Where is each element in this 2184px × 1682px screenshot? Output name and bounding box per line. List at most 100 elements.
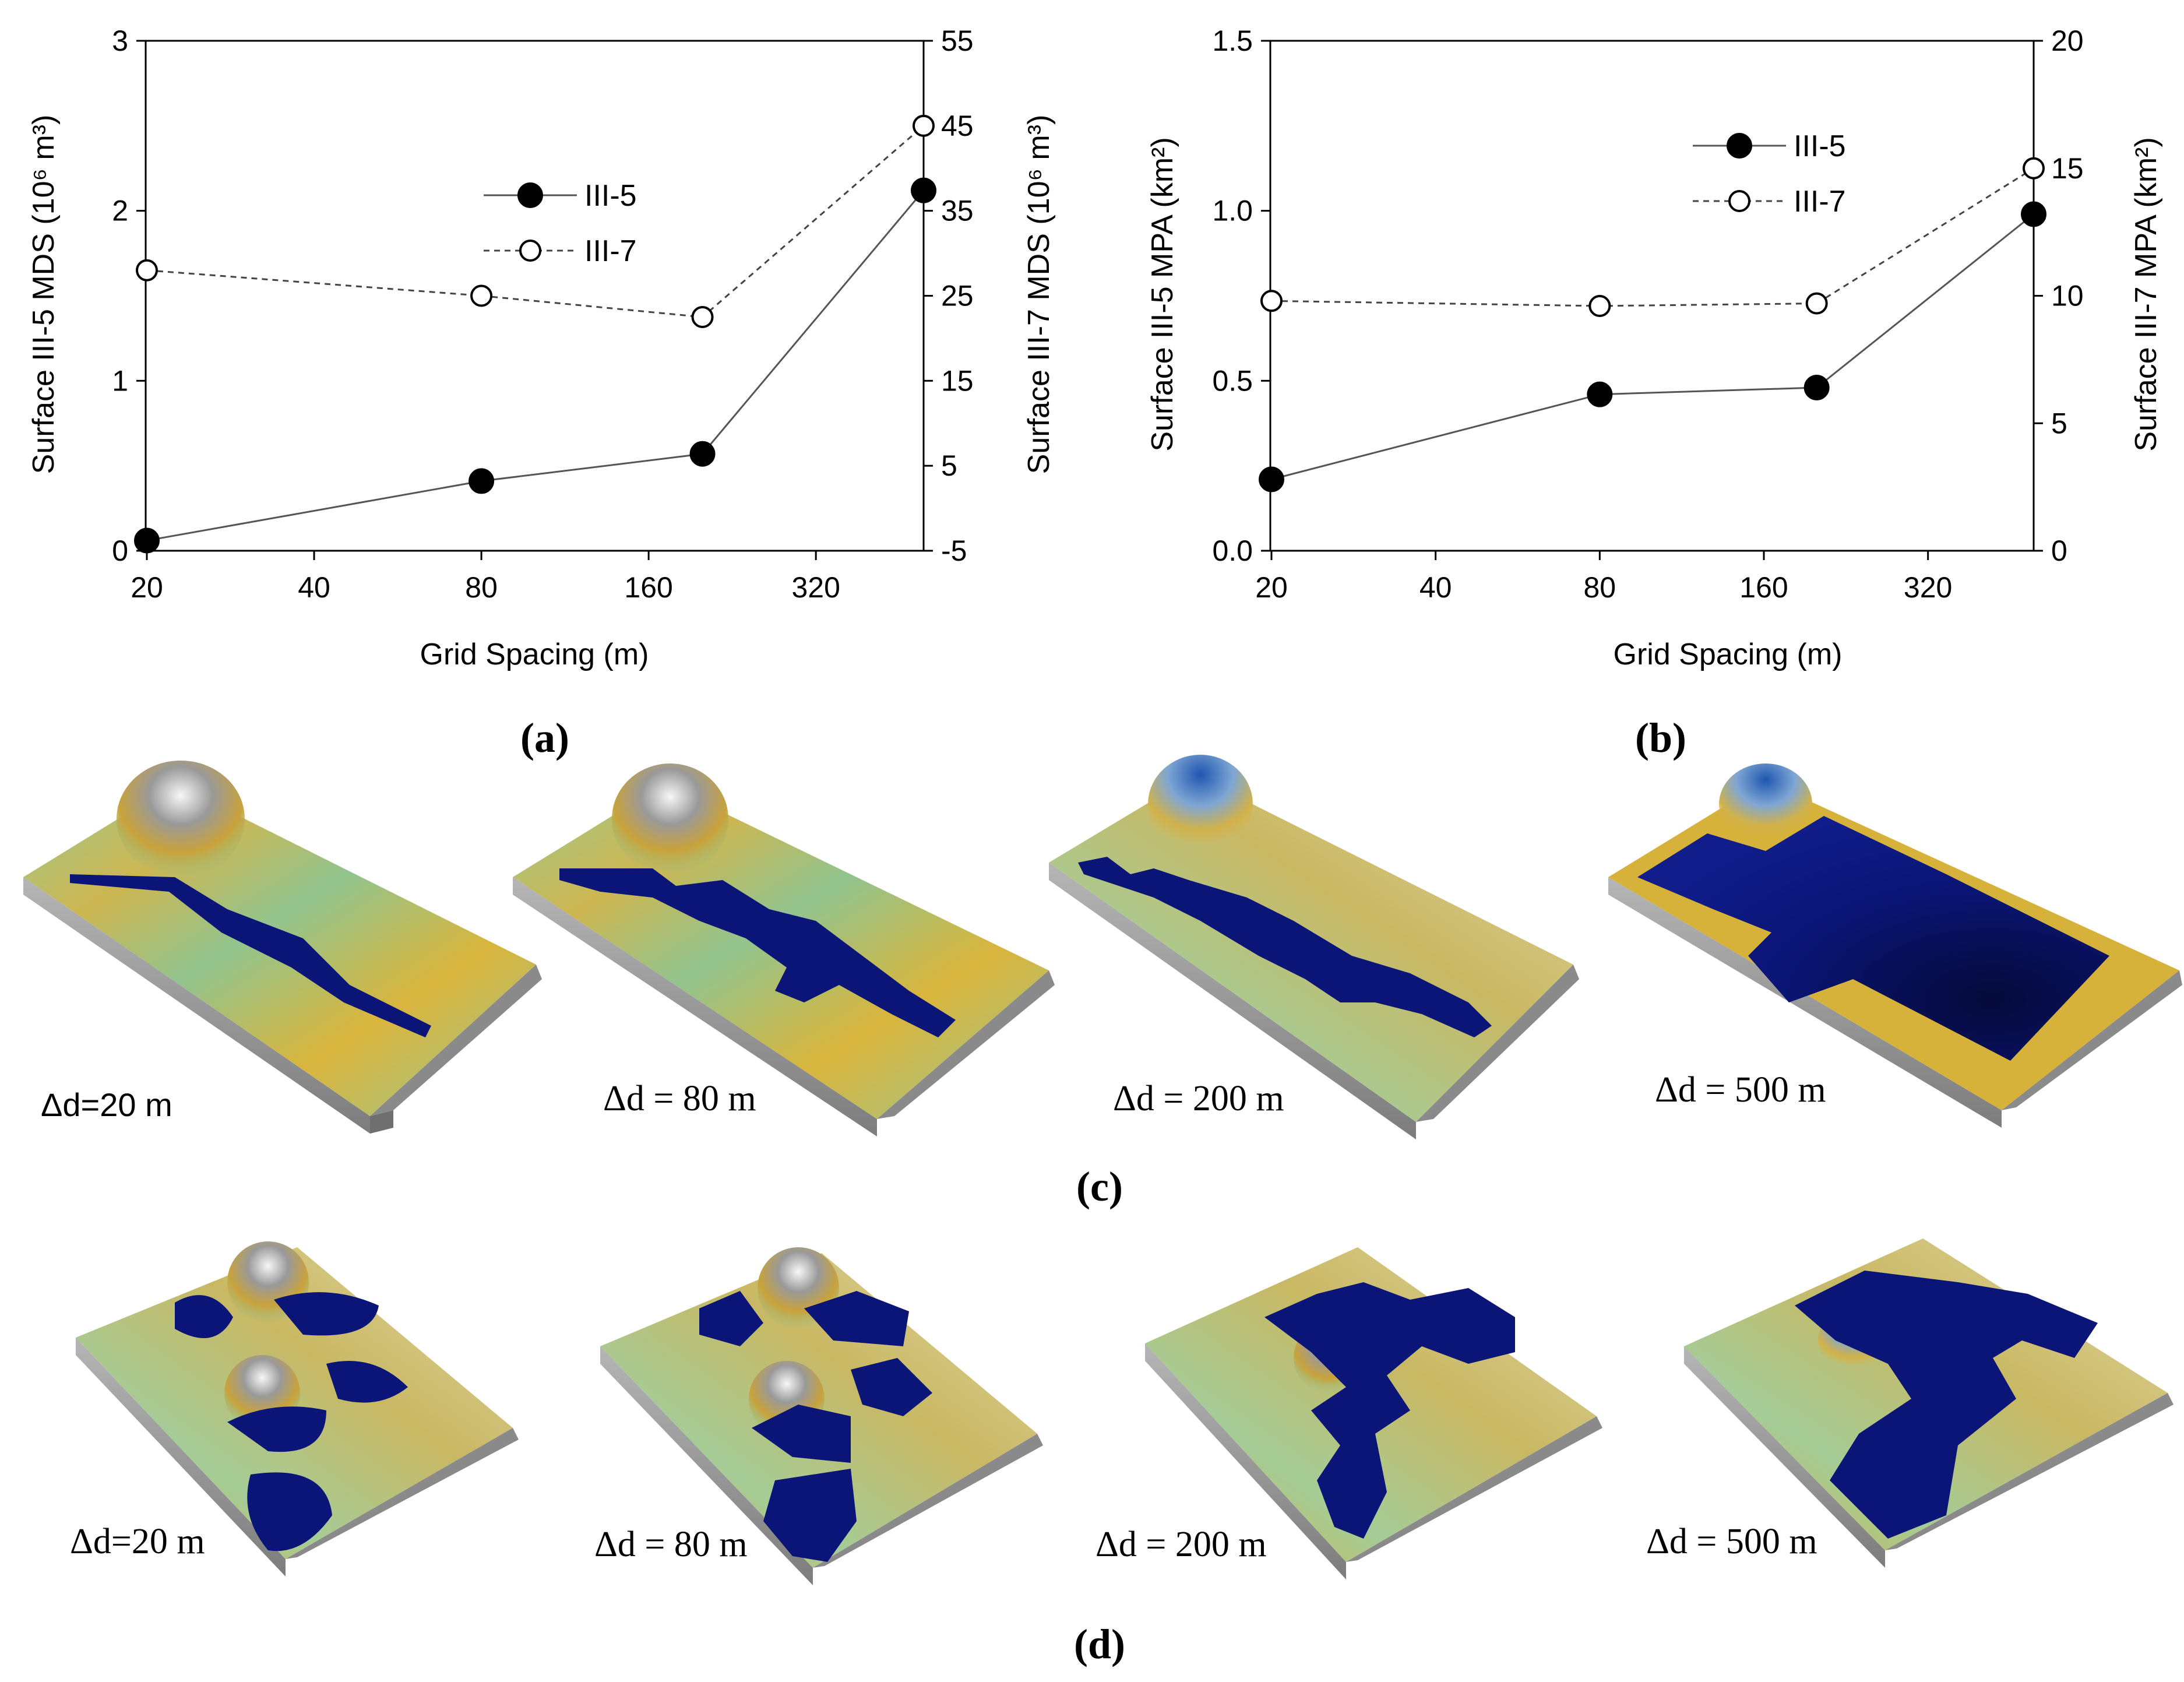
terrain-d-80m-side-back (813, 1434, 1043, 1568)
chart-b-left-y-tick-label: 1.0 (1212, 195, 1253, 227)
chart-b-x-tick-label: 320 (1904, 571, 1952, 604)
terrain-c-20m-label: Δd=20 m (41, 1086, 172, 1123)
chart-a-point-iii-7 (691, 305, 714, 328)
terrain-d-80m: Δd = 80 m (594, 1247, 1043, 1585)
panel-label-b: (b) (1635, 715, 1686, 761)
chart-b: 0.0 0.5 1.0 1.5 0 5 10 15 20 20 40 80 160 320 Grid … (1146, 24, 2163, 671)
chart-b-point-iii-5 (1259, 466, 1284, 492)
terrain-d-80m-side-front (600, 1346, 813, 1585)
chart-a-x-tick-label: 20 (131, 571, 163, 604)
chart-a-legend-label-iii-7: III-7 (584, 234, 637, 268)
terrain-c-20m-water (70, 874, 431, 1037)
terrain-d-200m-water (1264, 1282, 1515, 1539)
terrain-c-500m-peak (1719, 763, 1812, 845)
terrain-d-20m: Δd=20 m (70, 1241, 519, 1577)
chart-b-point-iii-5 (1803, 375, 1830, 400)
terrain-d-80m-water (699, 1291, 932, 1562)
chart-a-right-y-tick-label: -5 (941, 534, 967, 567)
terrain-d-20m-water (175, 1292, 408, 1551)
chart-a-left-y-axis-title: Surface III-5 MDS (10⁶ m³) (27, 115, 61, 474)
chart-a-series-line-iii-5 (146, 189, 925, 541)
chart-b-series (1259, 157, 2046, 492)
chart-a-right-y-axis-title: Surface III-7 MDS (10⁶ m³) (1022, 115, 1056, 474)
chart-b-left-y-tick-label: 0.5 (1212, 364, 1253, 397)
chart-a-left-y-tick-label: 1 (112, 364, 128, 397)
terrain-d-200m-side-front (1145, 1343, 1346, 1579)
terrain-c-80m-label: Δd = 80 m (603, 1079, 756, 1118)
panel-label-a: (a) (520, 715, 569, 761)
chart-a-legend-marker-iii-5 (517, 182, 543, 208)
terrain-c-200m-water (1078, 857, 1492, 1037)
chart-a-right-y-tick-label: 15 (941, 364, 974, 397)
chart-b-right-y-tick-label: 5 (2051, 407, 2067, 439)
chart-a-left-y-tick-label: 0 (112, 534, 128, 567)
terrain-d-200m-label: Δd = 200 m (1095, 1525, 1267, 1564)
chart-b-point-iii-5 (1587, 381, 1613, 407)
chart-b-point-iii-7 (1260, 290, 1283, 312)
chart-a-x-tick-label: 320 (791, 571, 840, 604)
chart-a-series-line-iii-7 (146, 125, 924, 318)
terrain-c-500m: Δd = 500 m (1608, 763, 2182, 1128)
terrain-d-500m-side-back (1885, 1393, 2174, 1550)
terrain-c-20m: Δd=20 m (23, 761, 542, 1134)
chart-b-x-tick-label: 160 (1739, 571, 1788, 604)
chart-b-legend: III-5 III-7 (1693, 129, 1846, 219)
chart-a-series (134, 114, 936, 554)
terrain-row-c: Δd=20 m Δd = 80 m Δd = 200 m Δd (23, 755, 2182, 1139)
chart-b-x-tick-label: 40 (1419, 571, 1452, 604)
terrain-c-500m-water (1637, 816, 2109, 1061)
terrain-c-80m-side-front (513, 877, 877, 1136)
chart-a-x-tick-label: 40 (298, 571, 330, 604)
chart-a-point-iii-7 (913, 114, 935, 137)
chart-a-left-y-ticks: 0 1 2 3 (112, 24, 146, 567)
chart-a-point-iii-5 (134, 527, 160, 554)
terrain-c-80m-side-back (877, 970, 1055, 1119)
chart-a-x-axis-title: Grid Spacing (m) (420, 638, 649, 671)
chart-a-right-y-tick-label: 35 (941, 195, 974, 227)
terrain-d-500m-side-front (1684, 1346, 1885, 1568)
chart-a-x-ticks: 20 40 80 160 320 (131, 551, 840, 604)
chart-b-legend-marker-iii-7 (1728, 190, 1750, 212)
chart-a-right-y-tick-label: 25 (941, 280, 974, 312)
terrain-c-200m-peak (1148, 755, 1253, 854)
chart-b-right-y-axis-title: Surface III-7 MPA (km²) (2129, 137, 2163, 451)
terrain-d-500m-water (1795, 1271, 2098, 1539)
chart-b-point-iii-7 (1588, 295, 1611, 317)
chart-a-right-y-ticks: -5 5 15 25 35 45 55 (924, 24, 974, 567)
chart-a-left-y-tick-label: 3 (112, 24, 128, 57)
terrain-c-80m-water (559, 868, 956, 1037)
terrain-d-20m-label: Δd=20 m (70, 1522, 205, 1561)
chart-b-right-y-ticks: 0 5 10 15 20 (2034, 24, 2084, 567)
terrain-d-500m-label: Δd = 500 m (1646, 1522, 1817, 1561)
chart-b-right-y-tick-label: 10 (2051, 280, 2084, 312)
terrain-c-80m-peak (612, 763, 728, 874)
chart-b-right-y-tick-label: 20 (2051, 24, 2084, 57)
terrain-c-500m-label: Δd = 500 m (1655, 1070, 1826, 1110)
chart-a-right-y-tick-label: 45 (941, 110, 974, 142)
chart-b-legend-marker-iii-5 (1727, 133, 1752, 159)
chart-b-x-tick-label: 80 (1584, 571, 1616, 604)
terrain-c-500m-side-front (1608, 877, 2002, 1128)
chart-a-point-iii-7 (136, 259, 158, 281)
chart-a-point-iii-5 (468, 468, 495, 494)
chart-b-point-iii-7 (2023, 157, 2045, 180)
panel-label-c: (c) (1076, 1163, 1123, 1210)
chart-b-series-line-iii-7 (1271, 167, 2034, 307)
chart-b-right-y-tick-label: 0 (2051, 534, 2067, 567)
chart-a: 0 1 2 3 -5 5 15 25 35 45 55 20 40 80 160 320 Grid Spa… (27, 24, 1056, 671)
chart-b-right-y-tick-label: 15 (2051, 152, 2084, 185)
chart-b-left-y-tick-label: 1.5 (1212, 24, 1253, 57)
terrain-d-80m-label: Δd = 80 m (594, 1525, 748, 1564)
terrain-c-200m-label: Δd = 200 m (1113, 1079, 1284, 1118)
chart-a-point-iii-5 (689, 441, 716, 467)
chart-a-x-tick-label: 160 (624, 571, 672, 604)
chart-b-legend-label-iii-7: III-7 (1794, 185, 1846, 219)
chart-a-legend-label-iii-5: III-5 (584, 179, 637, 213)
chart-a-x-tick-label: 80 (465, 571, 498, 604)
chart-a-right-y-tick-label: 5 (941, 449, 957, 482)
terrain-c-200m-side-front (1049, 863, 1416, 1139)
terrain-d-500m: Δd = 500 m (1646, 1238, 2174, 1568)
chart-b-series-line-iii-5 (1271, 213, 2034, 480)
chart-b-left-y-tick-label: 0.0 (1212, 534, 1253, 567)
